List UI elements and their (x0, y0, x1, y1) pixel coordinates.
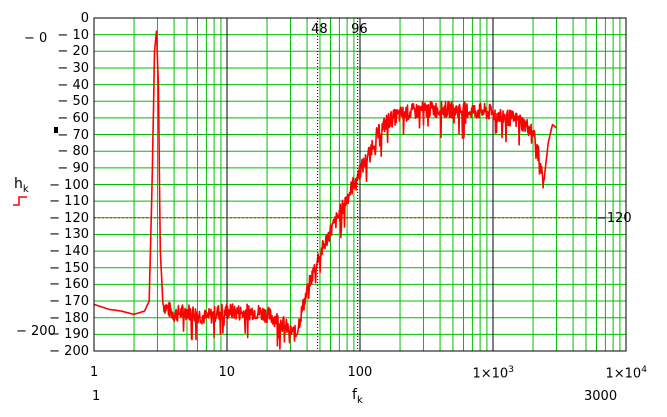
series-trace (93, 30, 557, 350)
x-axis-label: fk (352, 388, 363, 406)
y-axis-label-main: h (14, 176, 23, 192)
x-tick-label: 10 (218, 365, 236, 380)
y-tick-label: − 170 (49, 294, 89, 310)
y-tick-label: − 150 (49, 260, 89, 276)
y-tick-label: − 130 (49, 227, 89, 243)
y-tick-label: − 80 (57, 144, 89, 160)
x-tick-label: 1×103 (472, 365, 514, 382)
trace-group (93, 30, 557, 350)
y-tick-label: − 140 (49, 244, 89, 260)
y-tick-label: − 200 (49, 344, 89, 359)
cursor-mark (54, 127, 58, 133)
x-range-min-label: 1 (92, 389, 101, 404)
y-axis-label-sub: k (22, 183, 29, 195)
plot-frame (93, 17, 627, 352)
threshold-label: −120 (596, 210, 632, 226)
y-axis-label: hk (14, 177, 29, 195)
y-tick-label: − 110 (49, 194, 89, 210)
y-tick-label: − 120 (49, 210, 89, 226)
y-min-range-label: − 200 (16, 324, 56, 339)
x-tick-exponent: 3 (508, 365, 514, 375)
y-tick-label: − 160 (49, 277, 89, 293)
y-tick-label: 0 (80, 11, 89, 26)
x-axis-label-sub: k (356, 394, 363, 406)
y-tick-label: − 30 (57, 60, 89, 76)
x-axis-label-main: f (352, 387, 357, 403)
y-tick-label: − 50 (57, 94, 89, 110)
y-tick-label: − 40 (57, 77, 89, 93)
x-tick-label: 100 (347, 365, 373, 380)
x-tick-label: 1 (90, 365, 99, 380)
overlay (94, 18, 598, 351)
y-tick-label: − 100 (49, 177, 89, 193)
y-tick-label: − 190 (49, 327, 89, 343)
x-range-max-label: 3000 (584, 389, 618, 404)
y-tick-label: − 70 (57, 127, 89, 143)
y-tick-label: − 60 (57, 110, 89, 126)
y-tick-label: − 10 (57, 27, 89, 43)
y-max-range-label: − 0 (24, 31, 48, 46)
step-legend-icon (13, 196, 27, 206)
y-tick-label: − 20 (57, 44, 89, 60)
marker-label: 96 (351, 22, 368, 37)
y-tick-label: − 90 (57, 160, 89, 176)
x-tick-exponent: 4 (641, 365, 647, 375)
grid (93, 17, 627, 352)
x-tick-label: 1×104 (605, 365, 647, 382)
y-tick-label: − 180 (49, 310, 89, 326)
marker-label: 48 (311, 22, 328, 37)
